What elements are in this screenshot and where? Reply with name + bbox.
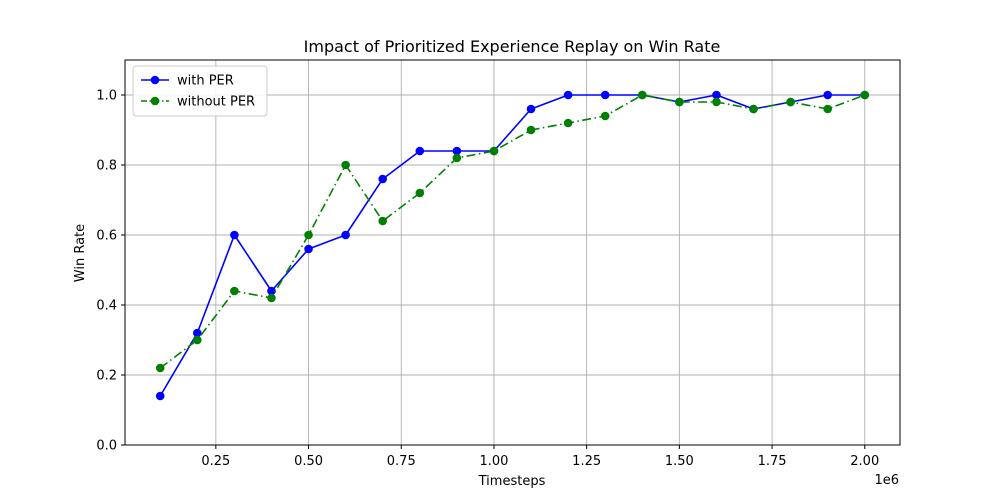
data-point (600, 111, 610, 121)
data-point (823, 104, 832, 114)
series-line (159, 94, 865, 397)
legend-label: with PER (177, 74, 234, 89)
data-point (341, 230, 350, 240)
data-point (193, 328, 202, 338)
y-tick-label: 0.2 (96, 369, 117, 384)
legend-marker (150, 75, 160, 85)
data-point (378, 216, 388, 226)
series-line (159, 94, 866, 369)
x-tick-label: 1.75 (758, 454, 787, 469)
data-point (563, 118, 573, 128)
data-point (378, 174, 388, 184)
x-tick-label: 2.00 (850, 454, 879, 469)
x-tick-label: 1.25 (572, 454, 601, 469)
data-point (712, 90, 721, 100)
x-tick-label: 1.00 (479, 454, 508, 469)
data-point (749, 104, 758, 114)
axis-ticks: 0.25 0.50 0.75 1.00 1.25 1.50 1.75 2.00 0.0 0.2 0.… (96, 89, 879, 470)
data-point (452, 146, 462, 156)
data-point (415, 188, 425, 198)
data-point (526, 125, 536, 135)
data-point (230, 230, 239, 240)
y-axis-label: Win Rate (73, 224, 88, 282)
data-point (452, 153, 462, 163)
data-point (193, 335, 202, 345)
data-point (489, 146, 499, 156)
legend: with PER without PER (132, 65, 268, 117)
y-tick-label: 1.0 (96, 89, 117, 104)
data-point (563, 90, 573, 100)
data-point (675, 97, 684, 107)
data-point (155, 363, 165, 373)
data-point (712, 97, 721, 107)
data-point (267, 293, 276, 303)
x-tick-label: 0.75 (387, 454, 416, 469)
data-point (823, 90, 832, 100)
x-tick-label: 0.25 (201, 454, 230, 469)
data-point (304, 244, 313, 254)
legend-entry: without PER (141, 95, 255, 110)
series-without-per (155, 90, 870, 373)
data-point (415, 146, 425, 156)
data-point (230, 286, 239, 296)
y-tick-label: 0.6 (96, 229, 117, 244)
series-group (155, 90, 870, 401)
legend-entry: with PER (141, 74, 234, 89)
data-point (786, 97, 795, 107)
data-point (341, 160, 350, 170)
x-axis-label: Timesteps (478, 474, 546, 489)
legend-marker (150, 96, 160, 106)
x-tick-label: 1.50 (665, 454, 694, 469)
legend-box (132, 65, 268, 117)
y-tick-label: 0.8 (96, 159, 117, 174)
data-point (600, 90, 610, 100)
plot-frame (124, 59, 901, 446)
legend-label: without PER (177, 95, 255, 110)
chart-title: Impact of Prioritized Experience Replay … (304, 37, 721, 56)
data-point (304, 230, 313, 240)
data-point (637, 90, 647, 100)
x-axis-offset-label: 1e6 (874, 473, 899, 488)
y-tick-label: 0.4 (96, 299, 117, 314)
data-point (155, 391, 165, 401)
x-tick-label: 0.50 (294, 454, 323, 469)
y-tick-label: 0.0 (96, 439, 117, 454)
data-point (860, 90, 870, 100)
data-point (526, 104, 536, 114)
data-point (267, 286, 276, 296)
